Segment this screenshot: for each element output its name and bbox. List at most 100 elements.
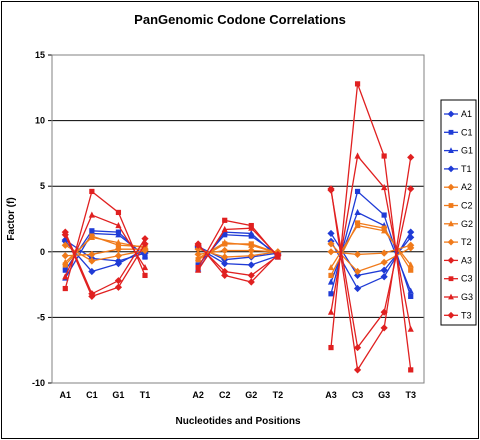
data-point [327,278,335,285]
data-point [354,188,361,195]
legend-marker [447,183,455,191]
data-point [222,217,228,223]
legend-label: C2 [461,201,473,211]
data-point [141,240,149,248]
data-point [194,250,202,259]
legend-label: G3 [461,292,473,302]
legend-label: A3 [461,255,472,265]
legend-label: C3 [461,274,473,284]
legend-marker [448,293,454,300]
x-tick-label: C1 [86,390,98,400]
data-point [354,81,361,87]
x-tick-label: T2 [273,390,284,400]
series-t3 [61,153,415,374]
series-line [64,244,146,262]
data-point [114,252,123,260]
data-point [407,228,415,236]
data-point [61,241,69,249]
legend-box [440,99,477,326]
data-point [328,291,334,297]
data-point [114,283,123,291]
x-tick-label: G3 [378,390,390,400]
data-point [247,271,255,280]
data-point [407,325,414,332]
series-line [197,247,279,266]
data-point [380,258,388,266]
data-point [88,257,96,265]
legend-marker [447,311,455,319]
series-line [65,248,145,257]
data-point [408,367,414,373]
x-tick-label: A3 [325,390,337,400]
legend-item-g3: G3 [444,292,473,302]
data-point [327,263,335,271]
series-line [64,231,146,295]
data-point [141,246,149,255]
data-point [88,233,95,240]
legend-marker [448,129,454,135]
data-point [248,224,255,231]
data-point [327,185,335,193]
data-point [115,209,122,216]
legend-label: A2 [461,182,472,192]
series-layer [61,81,415,374]
data-point [353,267,362,276]
data-point [381,227,388,234]
legend-label: G1 [461,146,473,156]
x-tick-label: T3 [405,390,416,400]
data-point [353,366,362,374]
series-line [330,157,412,372]
legend: A1 C1 G1 T1 A2 C2 G2 T2 A3 C3 G3 T3 [440,99,477,326]
data-point [62,267,68,273]
data-point [353,284,362,293]
data-point [247,278,255,286]
data-point [195,262,201,268]
legend-label: T2 [461,237,472,247]
data-point [407,261,414,268]
legend-item-a1: A1 [444,109,472,119]
data-point [327,229,335,238]
data-point [247,252,255,260]
y-tick-label: -10 [32,378,45,388]
x-axis-label: Nucleotides and Positions [175,416,300,427]
series-line [197,227,279,271]
grid-lines [48,54,424,384]
x-tick-labels: A1 C1 G1 T1 A2 C2 G2 T2 A3 C3 G3 T3 [60,390,416,400]
data-point [407,287,414,294]
data-point [62,273,69,280]
data-point [327,308,335,315]
data-point [222,232,228,238]
data-point [194,240,202,248]
chart-title: PanGenomic Codone Correlations [134,12,346,27]
series-line [330,233,412,277]
y-tick-labels: -10 -5 0 5 10 15 [32,50,45,388]
data-point [354,221,361,229]
y-tick-label: 5 [40,181,45,191]
data-point [221,246,229,255]
data-point [381,212,387,218]
legend-label: T1 [461,164,472,174]
data-point [221,260,229,268]
legend-item-t1: T1 [444,164,472,174]
legend-item-g1: G1 [444,146,473,156]
legend-label: A1 [461,109,472,119]
data-point [89,188,95,195]
data-point [248,241,255,248]
data-point [115,231,122,238]
data-point [328,272,334,279]
data-point [327,240,335,248]
legend-item-a2: A2 [444,182,472,192]
y-tick-label: 15 [35,50,45,60]
data-point [88,267,96,276]
data-point [195,266,202,273]
data-point [248,229,255,237]
legend-item-g2: G2 [444,219,473,229]
data-point [274,250,282,259]
data-point [408,293,414,300]
data-point [88,211,95,218]
legend-item-a3: A3 [444,255,472,265]
legend-marker [448,147,454,153]
data-point [407,244,415,252]
data-point [61,252,69,260]
